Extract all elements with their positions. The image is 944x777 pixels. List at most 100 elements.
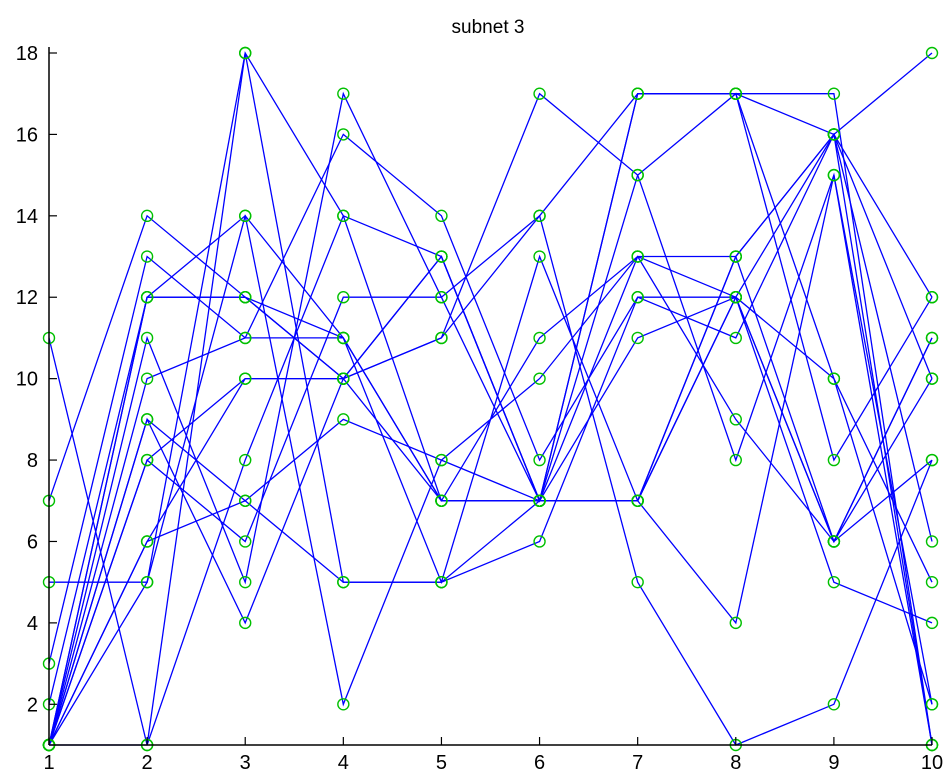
- data-point-s13-x3: [239, 535, 252, 548]
- x-tick-label-9: 9: [828, 752, 839, 774]
- data-point-s12-x9: [827, 535, 841, 548]
- series-line-9: [48, 92, 933, 746]
- data-point-s7-x3: [239, 331, 252, 345]
- data-point-s13-x4: [337, 291, 350, 304]
- data-point-s4-x6: [533, 250, 546, 263]
- data-point-s13-x9: [827, 372, 841, 385]
- data-point-s16-x3: [239, 209, 252, 223]
- data-point-s16-x4: [337, 331, 350, 345]
- data-point-s13-x10: [925, 575, 939, 589]
- series-line-15: [48, 93, 933, 746]
- data-point-s7-x2: [140, 372, 154, 385]
- data-point-s6-x4: [337, 87, 350, 100]
- series-layer: [48, 51, 933, 746]
- y-tick-label-2: 2: [27, 694, 38, 716]
- data-point-s6-x3: [239, 575, 252, 589]
- data-point-s15-x5: [435, 331, 448, 345]
- data-point-s12-x7: [631, 331, 644, 345]
- data-point-s11-x10: [925, 616, 939, 630]
- series-line-11: [48, 214, 933, 746]
- data-point-s8-x6: [533, 87, 546, 100]
- series-line-13: [48, 93, 933, 746]
- series-line-4: [48, 174, 933, 746]
- data-point-s12-x10: [925, 331, 939, 345]
- data-point-s17-x9: [827, 128, 841, 141]
- data-point-s16-x2: [140, 575, 154, 589]
- data-point-s11-x7: [631, 250, 644, 263]
- data-point-s6-x9: [827, 698, 841, 711]
- data-point-s10-x6: [533, 331, 546, 345]
- data-point-s12-x5: [435, 453, 448, 467]
- y-tick-label-10: 10: [16, 369, 38, 391]
- data-point-s7-x6: [533, 453, 546, 467]
- data-point-s11-x9: [827, 575, 841, 589]
- data-point-s3-x3: [239, 46, 252, 60]
- series-line-17: [48, 52, 933, 746]
- data-point-s3-x6: [533, 535, 546, 548]
- x-tick-label-5: 5: [436, 752, 447, 774]
- data-point-s17-x5: [435, 250, 448, 263]
- data-point-s9-x9: [827, 453, 841, 467]
- data-point-s14-x3: [239, 453, 252, 467]
- series-line-3: [49, 52, 933, 705]
- series-line-16: [48, 133, 933, 746]
- data-point-s8-x9: [827, 168, 841, 182]
- x-tick-label-10: 10: [921, 752, 943, 774]
- data-point-s6-x2: [140, 331, 154, 345]
- y-tick-label-12: 12: [16, 287, 38, 309]
- data-point-s16-x5: [435, 494, 448, 507]
- y-tick-label-6: 6: [27, 531, 38, 553]
- data-point-s12-x2: [140, 413, 154, 426]
- x-tick-label-4: 4: [338, 752, 349, 774]
- data-point-s17-x4: [337, 372, 350, 385]
- data-point-s11-x4: [337, 698, 350, 711]
- data-point-s9-x7: [631, 168, 644, 182]
- data-point-s13-x2: [140, 453, 154, 467]
- chart-title: subnet 3: [452, 17, 525, 38]
- data-point-s9-x5: [435, 575, 448, 589]
- data-point-s15-x7: [631, 87, 644, 100]
- data-point-s17-x10: [925, 46, 939, 60]
- y-tick-label-16: 16: [16, 124, 38, 146]
- data-point-s7-x10: [925, 535, 939, 548]
- y-tick-label-8: 8: [27, 450, 38, 472]
- data-point-s12-x4: [337, 413, 350, 426]
- data-point-s12-x3: [239, 494, 252, 507]
- data-point-s10-x10: [925, 453, 939, 467]
- data-point-s11-x6: [533, 372, 546, 385]
- data-point-s6-x7: [631, 575, 644, 589]
- marker-layer: [42, 46, 939, 752]
- data-point-s2-x2: [140, 209, 154, 223]
- data-point-s17-x2: [140, 291, 154, 304]
- data-point-s17-x3: [239, 291, 252, 304]
- data-point-s4-x8: [729, 616, 742, 630]
- x-tick-label-1: 1: [43, 752, 54, 774]
- data-point-s13-x5: [435, 291, 448, 304]
- x-tick-label-8: 8: [730, 752, 741, 774]
- data-point-s8-x3: [239, 616, 252, 630]
- y-tick-label-4: 4: [27, 613, 38, 635]
- data-point-s9-x4: [337, 575, 350, 589]
- data-point-s15-x2: [140, 535, 154, 548]
- data-point-s7-x4: [337, 128, 350, 141]
- x-tick-label-2: 2: [142, 752, 153, 774]
- data-point-s8-x10: [925, 698, 939, 711]
- data-point-s17-x6: [533, 494, 546, 507]
- x-tick-label-3: 3: [240, 752, 251, 774]
- data-point-s14-x4: [337, 209, 350, 223]
- data-point-s17-x7: [631, 494, 644, 507]
- data-point-s16-x8: [729, 291, 742, 304]
- series-line-14: [49, 133, 933, 746]
- data-point-s7-x7: [631, 291, 644, 304]
- data-point-s15-x3: [239, 372, 252, 385]
- data-point-s17-x8: [729, 250, 742, 263]
- x-tick-label-7: 7: [632, 752, 643, 774]
- data-point-s15-x6: [533, 209, 546, 223]
- data-point-s7-x8: [729, 331, 742, 345]
- series-line-7: [48, 132, 933, 746]
- data-point-s8-x8: [729, 453, 742, 467]
- data-point-s4-x2: [140, 250, 154, 263]
- data-point-s2-x9: [827, 87, 841, 100]
